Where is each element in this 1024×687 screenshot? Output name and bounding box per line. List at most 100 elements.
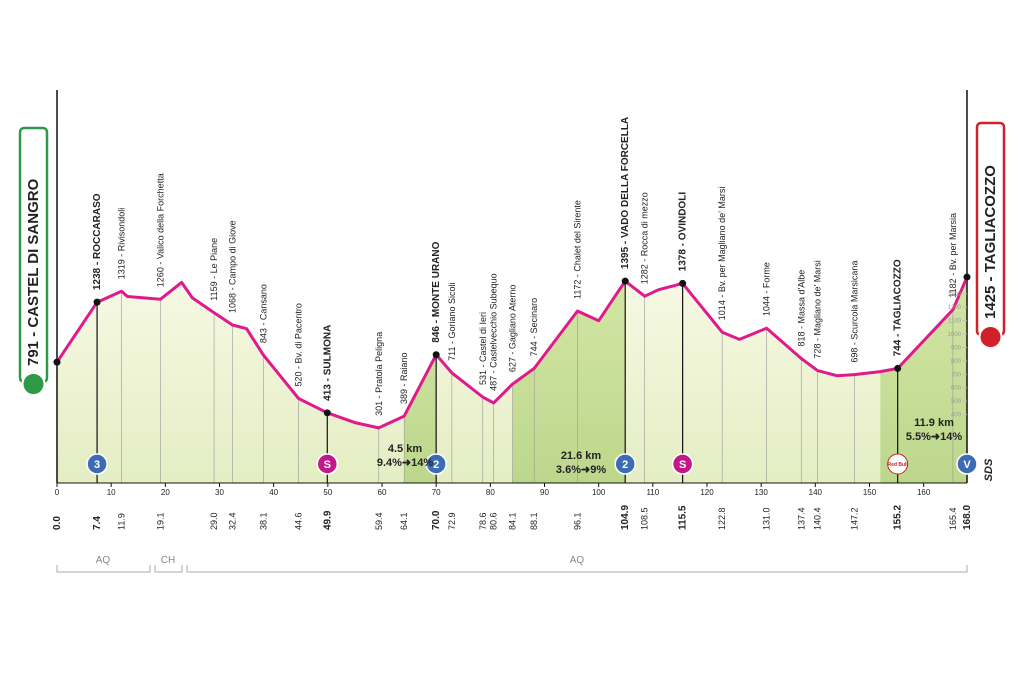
waypoint-label: 843 - Cansano (258, 284, 268, 343)
point-marker (679, 279, 687, 287)
region-brackets (56, 565, 968, 573)
climb-gradient: 9.4%➜14% (377, 457, 434, 469)
waypoint-label: 1068 - Campo di Giove (228, 220, 238, 313)
point-marker (323, 409, 331, 417)
climb-badge (671, 453, 694, 475)
waypoint-label: 1014 - Bv. per Magliano de' Marsi (717, 187, 727, 321)
km-label: 19.1 (155, 512, 165, 530)
badge-label: S (679, 459, 686, 471)
y-tick-label: 800 (951, 359, 962, 365)
badge-label: V (963, 459, 971, 471)
y-tick-label: 1100 (948, 319, 962, 325)
waypoint-label: 1172 - Chalet del Sirente (573, 200, 583, 299)
climb-length: 21.6 km (561, 450, 602, 462)
point-marker (894, 364, 902, 372)
location-label: 791 - CASTEL DI SANGRO (25, 178, 42, 366)
y-tick-label: 1300 (948, 292, 962, 298)
waypoint-label: 413 - SULMONA (322, 325, 333, 401)
climb-badge (614, 453, 636, 475)
x-tick-label: 0 (55, 488, 60, 497)
km-label: 131.0 (762, 507, 772, 530)
point-marker (53, 358, 61, 366)
x-tick-label: 60 (378, 488, 387, 497)
km-label: 29.0 (209, 512, 219, 530)
waypoint-label: 1260 - Valico della Forchetta (155, 173, 165, 287)
region-label: CH (161, 555, 175, 566)
y-tick-label: 1000 (948, 332, 962, 338)
climb-length: 4.5 km (388, 443, 422, 455)
badge-label: 3 (94, 459, 100, 471)
x-tick-label: 90 (540, 488, 549, 497)
climb-gradient: 3.6%➜9% (556, 464, 606, 476)
waypoint-label: 1182 - Bv. per Marsia (948, 213, 958, 298)
waypoint-label: 1238 - ROCCARASO (92, 193, 103, 290)
x-tick-label: 70 (432, 488, 441, 497)
location-label: 1425 - TAGLIACOZZO (982, 165, 999, 319)
x-tick-label: 120 (700, 488, 714, 497)
point-marker (432, 351, 440, 359)
x-tick-label: 140 (809, 488, 823, 497)
km-label: 72.9 (447, 512, 457, 530)
waypoint-label: 1395 - VADO DELLA FORCELLA (620, 117, 631, 269)
km-label: 49.9 (322, 510, 333, 530)
region-bracket (56, 565, 151, 573)
waypoint-label: 1319 - Rivisondoli (116, 208, 126, 280)
y-tick-label: 600 (951, 386, 962, 392)
y-tick-label: 900 (951, 345, 962, 351)
y-tick-label: 1200 (948, 305, 962, 311)
km-label: 59.4 (374, 512, 384, 530)
km-label: 115.5 (678, 505, 689, 530)
km-label: 70.0 (431, 510, 442, 530)
waypoint-label: 301 - Pratola Peligna (374, 332, 384, 416)
climb-badge (86, 453, 108, 475)
km-label: 80.6 (489, 512, 499, 530)
waypoint-label: 711 - Goriano Sicoli (447, 282, 457, 360)
waypoint-label: 487 - Castelvecchio Subequo (489, 273, 499, 391)
waypoint-label: 744 - Secinaro (529, 298, 539, 357)
km-label: 122.8 (717, 507, 727, 530)
waypoint-label: 744 - TAGLIACOZZO (893, 259, 904, 356)
x-tick-label: 80 (486, 488, 495, 497)
km-label: 165.4 (948, 507, 958, 530)
km-label: 155.2 (893, 505, 904, 530)
x-tick-label: 20 (161, 488, 170, 497)
km-label: 108.5 (640, 507, 650, 530)
badge-label: 2 (622, 459, 628, 471)
km-label: 137.4 (796, 507, 806, 530)
km-label: 104.9 (620, 505, 631, 530)
km-label: 38.1 (258, 512, 268, 530)
y-tick-label: 400 (951, 413, 962, 419)
point-marker (621, 277, 629, 285)
km-label: 78.6 (478, 512, 488, 530)
point-marker (93, 298, 101, 306)
y-tick-label: 700 (951, 372, 962, 378)
badge-label: 2 (433, 459, 439, 471)
badge-label: S (324, 459, 331, 471)
climb-badge (316, 453, 339, 475)
waypoint-label: 698 - Scurcola Marsicana (849, 261, 859, 363)
km-label: 0.0 (52, 516, 63, 530)
waypoint-label: 1159 - Le Piane (209, 238, 219, 301)
waypoint-label: 389 - Raiano (399, 353, 409, 405)
x-tick-label: 50 (323, 488, 332, 497)
region-bracket (186, 565, 968, 573)
km-label: 84.1 (508, 512, 518, 530)
region-label: AQ (570, 555, 585, 566)
waypoint-label: 520 - Bv. di Pacentro (294, 303, 304, 386)
x-tick-label: 30 (215, 488, 224, 497)
sponsor-badge (887, 453, 909, 475)
climb-shade (512, 277, 626, 483)
km-label: 140.4 (813, 507, 823, 530)
sponsor-label: Red Bull (888, 462, 909, 468)
climb-gradient: 5.5%➜14% (906, 431, 963, 443)
x-tick-label: 160 (917, 488, 931, 497)
climb-badge (425, 453, 447, 475)
waypoint-label: 846 - MONTE URANO (431, 241, 442, 342)
km-label: 11.9 (116, 513, 126, 530)
km-label: 64.1 (399, 512, 409, 530)
profile-line (55, 276, 969, 430)
km-label: 32.4 (228, 512, 238, 530)
waypoint-label: 1282 - Rocca di mezzo (640, 192, 650, 284)
region-label: AQ (96, 555, 111, 566)
